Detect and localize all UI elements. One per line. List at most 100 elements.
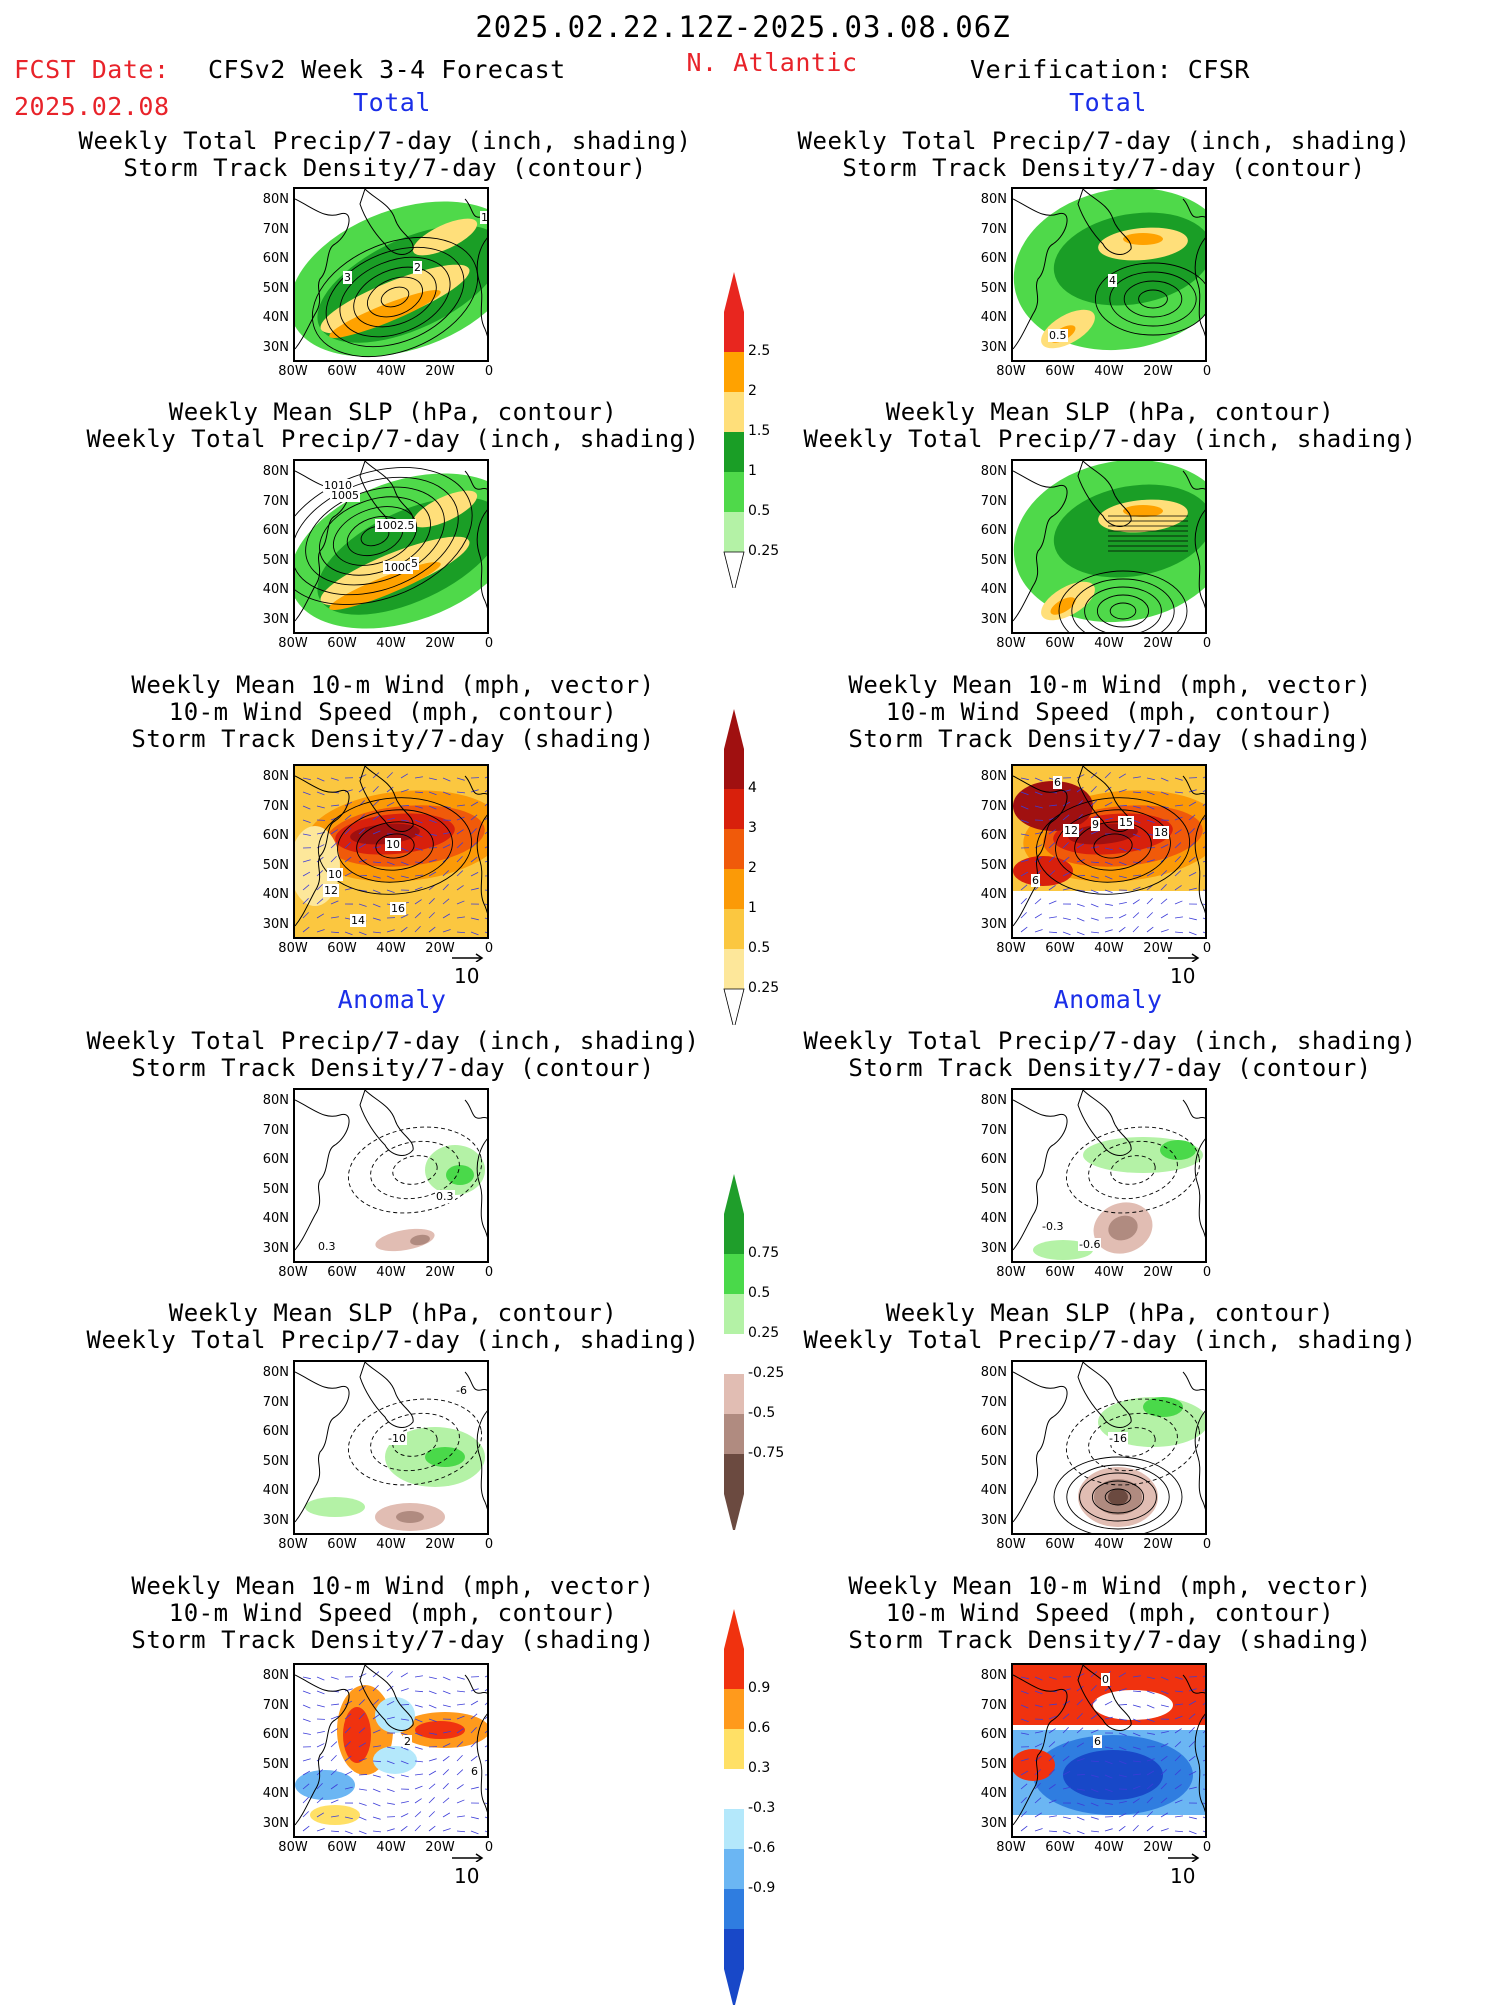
- colorbar: [722, 1170, 746, 1534]
- lat-tick-label: 30N: [255, 1816, 289, 1831]
- contour-label: 1002.5: [375, 519, 416, 532]
- vector-ref-arrow: 10: [1166, 960, 1191, 984]
- lon-tick-label: 40W: [1094, 941, 1123, 956]
- lon-tick-label: 0: [485, 1840, 493, 1855]
- contour-label: 1: [480, 211, 489, 224]
- contour-label: -16: [1108, 1432, 1128, 1445]
- lon-tick-label: 20W: [1143, 941, 1172, 956]
- contour-label: 3: [343, 271, 352, 284]
- lat-tick-label: 30N: [973, 1241, 1007, 1256]
- lat-tick-label: 80N: [973, 1365, 1007, 1380]
- lon-tick-label: 20W: [1143, 636, 1172, 651]
- lon-tick-label: 20W: [425, 364, 454, 379]
- contour-label: -10: [387, 1432, 407, 1445]
- contour-label: 9: [1091, 818, 1100, 831]
- lat-tick-label: 60N: [255, 828, 289, 843]
- map-panel-p7: 0.3 0.3: [293, 1088, 489, 1263]
- lat-tick-label: 80N: [255, 464, 289, 479]
- lat-tick-label: 50N: [973, 858, 1007, 873]
- lon-tick-label: 40W: [376, 1840, 405, 1855]
- lat-tick-label: 50N: [973, 1454, 1007, 1469]
- panel9-title: Weekly Mean SLP (hPa, contour)Weekly Tot…: [87, 1300, 700, 1354]
- model-title: CFSv2 Week 3-4 Forecast: [208, 55, 566, 84]
- lat-tick-label: 40N: [255, 1211, 289, 1226]
- vector-ref-arrow: 10: [450, 960, 475, 984]
- map-panel-p4: [1011, 459, 1207, 634]
- lon-tick-label: 40W: [1094, 1840, 1123, 1855]
- map-plot: [295, 189, 489, 362]
- lon-tick-label: 20W: [1143, 1537, 1172, 1552]
- lon-tick-label: 20W: [425, 1840, 454, 1855]
- vector-ref-arrow: 10: [1166, 1860, 1191, 1884]
- lat-tick-label: 70N: [973, 222, 1007, 237]
- contour-label: 0.3: [435, 1190, 455, 1203]
- lon-tick-label: 60W: [327, 364, 356, 379]
- map-plot: [1013, 766, 1207, 939]
- colorbar-tick-label: 0.6: [748, 1720, 770, 1736]
- contour-label: 0: [1101, 1673, 1110, 1686]
- section-total-right: Total: [1069, 88, 1147, 117]
- verification-title: Verification: CFSR: [970, 55, 1250, 84]
- lat-tick-label: 60N: [973, 1152, 1007, 1167]
- colorbar-tick-label: 0.5: [748, 503, 770, 519]
- arrow-icon: [450, 950, 486, 962]
- colorbar-tick-label: 0.25: [748, 543, 779, 559]
- lat-tick-label: 40N: [973, 887, 1007, 902]
- contour-label: 10: [327, 868, 343, 881]
- contour-label: -0.3: [1041, 1220, 1064, 1233]
- contour-label: 6: [470, 1765, 479, 1778]
- lon-tick-label: 80W: [278, 1265, 307, 1280]
- contour-label: 0.3: [317, 1240, 337, 1253]
- contour-label: 6: [1093, 1735, 1102, 1748]
- lon-tick-label: 60W: [327, 636, 356, 651]
- panel6-title: Weekly Mean 10-m Wind (mph, vector)10-m …: [848, 672, 1371, 753]
- lon-tick-label: 40W: [376, 941, 405, 956]
- colorbar-tick-label: -0.9: [748, 1880, 775, 1896]
- lat-tick-label: 50N: [973, 1757, 1007, 1772]
- lon-tick-label: 20W: [1143, 1265, 1172, 1280]
- region-title: N. Atlantic: [686, 48, 857, 77]
- colorbar-tick-label: 2: [748, 860, 757, 876]
- lon-tick-label: 0: [485, 364, 493, 379]
- lat-tick-label: 30N: [255, 340, 289, 355]
- colorbar-tick-label: -0.3: [748, 1800, 775, 1816]
- lon-tick-label: 0: [1203, 1537, 1211, 1552]
- colorbar-tick-label: 2: [748, 383, 757, 399]
- lon-tick-label: 0: [1203, 636, 1211, 651]
- lat-tick-label: 70N: [255, 1395, 289, 1410]
- panel5-title: Weekly Mean 10-m Wind (mph, vector)10-m …: [131, 672, 654, 753]
- lon-tick-label: 0: [485, 1537, 493, 1552]
- lon-tick-label: 0: [1203, 1265, 1211, 1280]
- lon-tick-label: 0: [485, 1265, 493, 1280]
- panel7-title: Weekly Total Precip/7-day (inch, shading…: [87, 1028, 700, 1082]
- contour-label: 0.5: [1048, 329, 1068, 342]
- contour-label: 2: [413, 261, 422, 274]
- contour-label: 4: [1108, 274, 1117, 287]
- lon-tick-label: 20W: [1143, 1840, 1172, 1855]
- lat-tick-label: 50N: [973, 281, 1007, 296]
- lat-tick-label: 80N: [973, 769, 1007, 784]
- panel12-title: Weekly Mean 10-m Wind (mph, vector)10-m …: [848, 1573, 1371, 1654]
- lat-tick-label: 70N: [255, 494, 289, 509]
- colorbar-tick-label: -0.75: [748, 1445, 784, 1461]
- lat-tick-label: 60N: [255, 1727, 289, 1742]
- lat-tick-label: 30N: [973, 340, 1007, 355]
- lat-tick-label: 40N: [255, 1786, 289, 1801]
- lon-tick-label: 0: [1203, 941, 1211, 956]
- lat-tick-label: 40N: [255, 582, 289, 597]
- lat-tick-label: 70N: [973, 1123, 1007, 1138]
- colorbar-tick-label: 0.25: [748, 1325, 779, 1341]
- panel10-title: Weekly Mean SLP (hPa, contour)Weekly Tot…: [804, 1300, 1417, 1354]
- lat-tick-label: 50N: [255, 553, 289, 568]
- contour-label: 10: [385, 838, 401, 851]
- lat-tick-label: 60N: [973, 251, 1007, 266]
- lon-tick-label: 60W: [327, 1265, 356, 1280]
- lat-tick-label: 80N: [255, 1668, 289, 1683]
- vector-ref-arrow: 10: [450, 1860, 475, 1884]
- colorbar-tick-label: 1.5: [748, 423, 770, 439]
- date-range-title: 2025.02.22.12Z-2025.03.08.06Z: [475, 10, 1010, 44]
- lon-tick-label: 20W: [425, 1537, 454, 1552]
- lon-tick-label: 20W: [425, 636, 454, 651]
